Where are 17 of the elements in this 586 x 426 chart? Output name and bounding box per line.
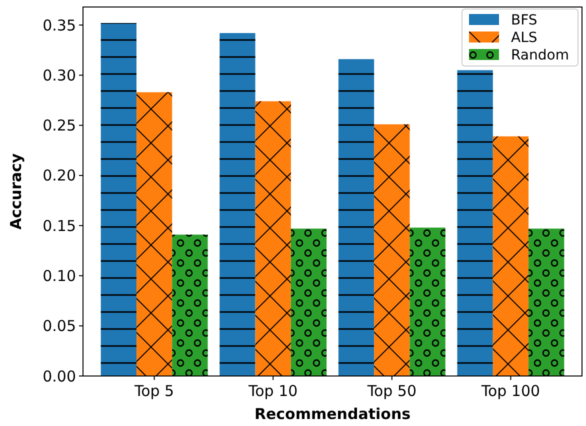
x-tick-label: Top 10 (248, 382, 298, 400)
legend-label: ALS (511, 30, 538, 46)
y-tick-label: 0.25 (42, 116, 76, 135)
x-tick-label: Top 50 (366, 382, 416, 400)
legend-label: Random (511, 48, 569, 64)
y-tick-label: 0.05 (42, 317, 76, 336)
y-tick-label: 0.15 (42, 216, 76, 235)
y-tick-label: 0.30 (42, 66, 76, 84)
y-tick-label: 0.00 (42, 367, 76, 386)
x-tick-label: Top 100 (480, 382, 540, 400)
y-tick-label: 0.35 (42, 16, 76, 34)
x-axis-title: Recommendations (254, 405, 411, 423)
y-tick-label: 0.20 (42, 166, 76, 185)
legend-label: BFS (511, 12, 538, 28)
y-tick-label: 0.10 (42, 266, 76, 285)
x-tick-label: Top 5 (133, 382, 174, 400)
y-axis-title: Accuracy (7, 153, 25, 230)
